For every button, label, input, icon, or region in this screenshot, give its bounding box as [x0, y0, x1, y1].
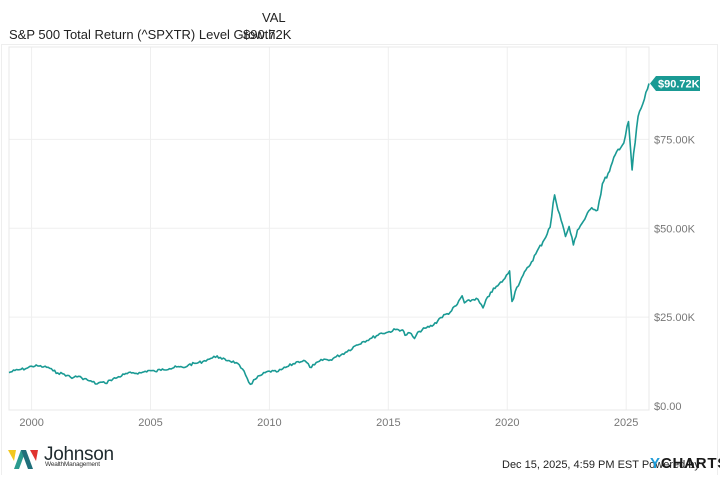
y-axis: $0.00 $25.00K $50.00K $75.00K — [654, 134, 696, 413]
legend-series-name[interactable]: S&P 500 Total Return (^SPXTR) Level Grow… — [9, 27, 276, 42]
chart-header: VAL S&P 500 Total Return (^SPXTR) Level … — [0, 0, 720, 44]
x-axis: 2000 2005 2010 2015 2020 2025 — [19, 417, 638, 429]
x-tick-label: 2000 — [19, 417, 43, 429]
ycharts-logo[interactable]: YCHARTS — [650, 455, 720, 472]
end-value-badge-shape — [650, 76, 700, 92]
x-tick-label: 2025 — [614, 417, 638, 429]
end-value-badge: $90.72K — [650, 76, 700, 92]
value-column-header: VAL — [262, 10, 286, 25]
x-tick-label: 2015 — [376, 417, 400, 429]
series-line[interactable] — [8, 83, 650, 386]
x-tick-label: 2005 — [138, 417, 162, 429]
legend-series-value: $90.72K — [243, 27, 292, 42]
x-tick-label: 2010 — [257, 417, 281, 429]
grid-layer — [9, 47, 649, 410]
logo-subtitle: WealthManagement — [45, 461, 100, 468]
ycharts-logo-y: Y — [650, 455, 661, 472]
plot-border — [8, 46, 650, 411]
ycharts-logo-text: CHARTS — [660, 455, 720, 472]
johnson-logo-mark-icon — [8, 450, 38, 469]
y-tick-label: $0.00 — [654, 401, 682, 413]
logo-name: Johnson — [44, 444, 114, 465]
y-tick-label: $25.00K — [654, 312, 696, 324]
johnson-logo: Johnson WealthManagement — [8, 444, 114, 471]
x-tick-label: 2020 — [495, 417, 519, 429]
end-value-label: $90.72K — [658, 79, 700, 91]
timestamp: Dec 15, 2025, 4:59 PM EST Powered by — [502, 459, 700, 471]
y-tick-label: $75.00K — [654, 134, 696, 146]
y-tick-label: $50.00K — [654, 223, 696, 235]
chart-frame — [1, 44, 718, 475]
